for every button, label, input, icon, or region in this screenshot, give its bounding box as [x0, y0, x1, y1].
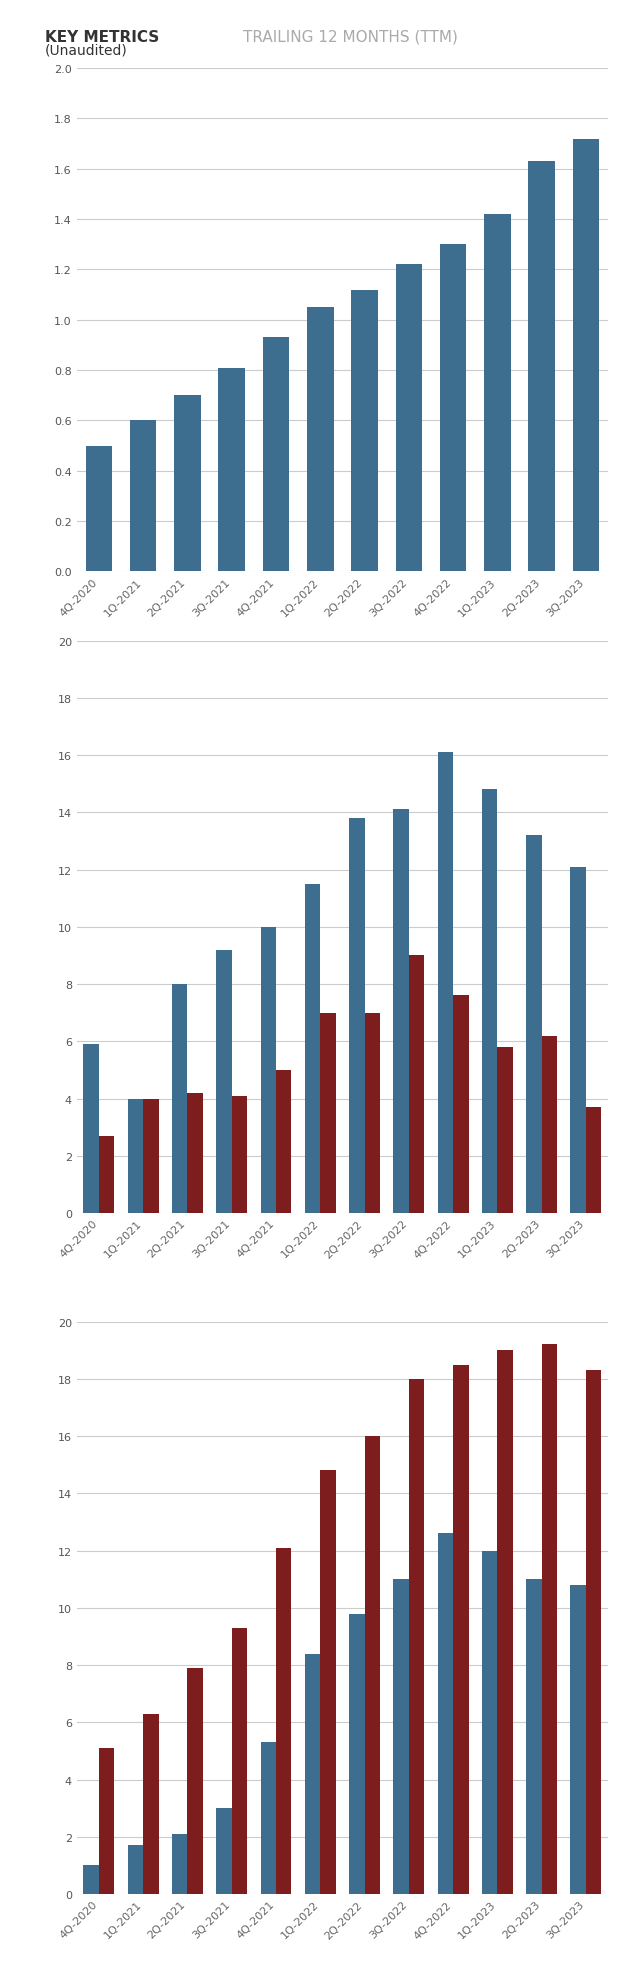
Bar: [276, 1549, 291, 1894]
Bar: [409, 955, 424, 1213]
Bar: [349, 1614, 365, 1894]
Bar: [232, 1097, 247, 1213]
Bar: [218, 369, 245, 572]
Bar: [263, 337, 289, 572]
Bar: [528, 162, 555, 572]
Bar: [320, 1470, 336, 1894]
Bar: [188, 1093, 203, 1213]
Bar: [172, 985, 188, 1213]
Bar: [130, 422, 157, 572]
Bar: [453, 996, 468, 1213]
Bar: [394, 811, 409, 1213]
Bar: [83, 1044, 99, 1213]
Bar: [365, 1014, 380, 1213]
Text: TRAILING 12 MONTHS (TTM): TRAILING 12 MONTHS (TTM): [243, 30, 458, 45]
Bar: [541, 1036, 557, 1213]
Bar: [482, 1551, 497, 1894]
Bar: [482, 789, 497, 1213]
Bar: [438, 1533, 453, 1894]
Bar: [440, 245, 467, 572]
Bar: [541, 1346, 557, 1894]
Bar: [260, 1742, 276, 1894]
X-axis label: Vehicle Deliveries
(millions of units): Vehicle Deliveries (millions of units): [287, 675, 398, 702]
Bar: [365, 1436, 380, 1894]
Bar: [305, 884, 320, 1213]
Bar: [232, 1628, 247, 1894]
Bar: [305, 1653, 320, 1894]
Bar: [570, 1584, 586, 1894]
Bar: [99, 1748, 115, 1894]
Bar: [409, 1379, 424, 1894]
Bar: [143, 1715, 159, 1894]
Bar: [143, 1099, 159, 1213]
Bar: [351, 290, 378, 572]
Bar: [586, 1371, 602, 1894]
Bar: [128, 1099, 143, 1213]
Bar: [349, 819, 365, 1213]
Bar: [172, 1835, 188, 1894]
Bar: [526, 837, 541, 1213]
Legend: Operating Cash Flow ($B), Free Cash Flow ($B): Operating Cash Flow ($B), Free Cash Flow…: [243, 1336, 442, 1379]
Bar: [573, 140, 599, 572]
Bar: [188, 1667, 203, 1894]
Bar: [174, 397, 201, 572]
Bar: [526, 1578, 541, 1894]
Bar: [484, 215, 511, 572]
Bar: [216, 951, 232, 1213]
Bar: [276, 1069, 291, 1213]
Bar: [570, 868, 586, 1213]
Bar: [497, 1352, 513, 1894]
Bar: [586, 1107, 602, 1213]
Bar: [394, 1578, 409, 1894]
Bar: [453, 1365, 468, 1894]
Bar: [438, 754, 453, 1213]
Bar: [497, 1048, 513, 1213]
Text: (Unaudited): (Unaudited): [45, 43, 127, 57]
Bar: [86, 446, 112, 572]
Bar: [216, 1807, 232, 1894]
Bar: [307, 308, 333, 572]
Bar: [396, 264, 422, 572]
Bar: [260, 927, 276, 1213]
Bar: [128, 1845, 143, 1894]
Text: KEY METRICS: KEY METRICS: [45, 30, 159, 45]
Bar: [320, 1014, 336, 1213]
Bar: [83, 1866, 99, 1894]
Bar: [99, 1136, 115, 1213]
